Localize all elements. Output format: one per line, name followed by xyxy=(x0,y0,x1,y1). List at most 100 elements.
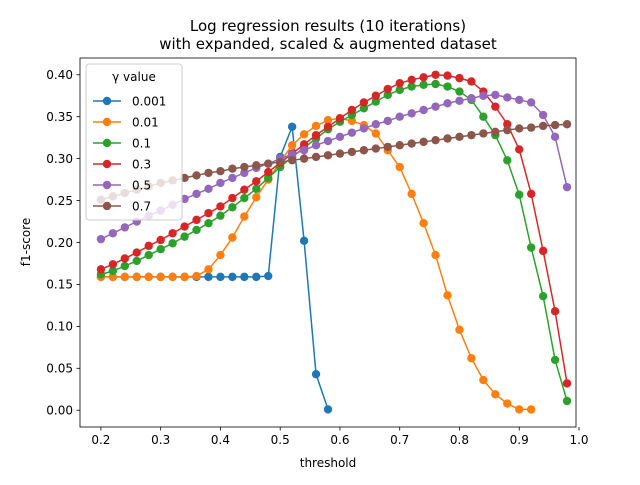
data-point xyxy=(144,272,153,282)
data-point xyxy=(371,129,381,138)
data-point xyxy=(311,369,321,379)
data-point xyxy=(359,104,369,113)
y-tick-label: 0.30 xyxy=(46,152,73,166)
data-point xyxy=(323,151,333,160)
y-tick-label: 0.40 xyxy=(46,68,73,82)
data-point xyxy=(443,134,452,143)
data-point xyxy=(204,208,213,218)
data-point xyxy=(287,150,297,159)
data-point xyxy=(383,84,392,94)
data-point xyxy=(526,98,536,107)
data-point xyxy=(419,80,428,90)
data-point xyxy=(120,223,130,232)
data-point xyxy=(479,112,488,121)
data-point xyxy=(550,132,560,142)
data-point xyxy=(228,173,237,183)
data-point xyxy=(156,235,165,245)
data-point xyxy=(395,78,404,88)
data-point xyxy=(395,85,404,95)
data-point xyxy=(228,193,237,203)
data-point xyxy=(491,390,500,399)
legend-title: γ value xyxy=(112,70,156,84)
data-point xyxy=(526,123,536,132)
data-point xyxy=(240,193,249,203)
y-tick-label: 0.15 xyxy=(46,278,73,292)
data-point xyxy=(299,130,309,139)
data-point xyxy=(503,93,512,102)
data-point xyxy=(287,122,297,131)
data-point xyxy=(120,272,130,282)
data-point xyxy=(287,156,297,165)
data-point xyxy=(526,243,536,252)
data-point xyxy=(192,215,201,225)
data-point xyxy=(216,211,225,220)
data-point xyxy=(419,105,428,115)
data-point xyxy=(311,121,321,131)
x-tick-label: 0.5 xyxy=(271,433,290,447)
data-point xyxy=(168,272,177,282)
y-tick-label: 0.10 xyxy=(46,320,73,334)
data-point xyxy=(192,225,201,235)
x-tick-label: 0.6 xyxy=(330,433,349,447)
data-point xyxy=(443,82,452,91)
data-point xyxy=(216,167,225,176)
data-point xyxy=(395,141,404,150)
data-point xyxy=(491,127,500,136)
data-point xyxy=(371,144,381,153)
legend-marker-0.3 xyxy=(102,159,112,169)
data-point xyxy=(515,405,524,414)
data-point xyxy=(287,141,297,150)
chart-title-line-2: with expanded, scaled & augmented datase… xyxy=(159,35,497,53)
data-point xyxy=(550,120,560,130)
data-point xyxy=(371,120,381,129)
data-point xyxy=(299,140,309,149)
data-point xyxy=(455,87,464,96)
data-point xyxy=(407,139,416,148)
data-point xyxy=(335,149,345,158)
data-point xyxy=(204,168,213,178)
data-point xyxy=(371,91,381,100)
data-point xyxy=(180,232,189,241)
data-point xyxy=(431,102,440,111)
data-point xyxy=(144,241,153,251)
data-point xyxy=(407,82,416,91)
data-point xyxy=(503,156,512,165)
data-point xyxy=(455,73,464,83)
data-point xyxy=(491,90,500,100)
data-point xyxy=(515,145,524,154)
data-point xyxy=(515,190,524,199)
y-tick-label: 0.00 xyxy=(46,404,73,418)
data-point xyxy=(526,189,536,199)
data-point xyxy=(132,248,141,257)
x-axis-label: threshold xyxy=(300,456,357,470)
data-point xyxy=(359,124,369,133)
data-point xyxy=(252,161,261,170)
data-point xyxy=(192,271,201,281)
axis-ticks: 0.2 0.3 0.4 0.5 0.6 0.7 0.8 0.9 1.0 0.00 0.05 0.10 0… xyxy=(46,68,588,447)
data-point xyxy=(562,379,572,388)
data-point xyxy=(335,132,345,142)
legend: γ value 0.001 0.01 0.1 0.3 0.5 0.7 xyxy=(85,63,183,221)
data-point xyxy=(467,77,476,86)
data-point xyxy=(347,128,357,137)
data-point xyxy=(538,246,548,256)
data-point xyxy=(108,229,118,238)
data-point xyxy=(252,177,261,186)
data-point xyxy=(479,375,488,385)
data-point xyxy=(216,272,225,282)
x-tick-label: 0.2 xyxy=(91,433,110,447)
data-point xyxy=(323,136,333,146)
data-point xyxy=(240,212,249,221)
data-point xyxy=(431,250,440,260)
data-point xyxy=(132,272,141,282)
data-point xyxy=(132,256,141,266)
data-point xyxy=(275,157,285,167)
data-point xyxy=(407,75,416,85)
data-point xyxy=(503,125,512,135)
legend-label-0.001: 0.001 xyxy=(132,94,166,108)
x-tick-label: 0.4 xyxy=(211,433,230,447)
y-tick-label: 0.05 xyxy=(46,362,73,376)
data-point xyxy=(455,325,464,334)
data-point xyxy=(491,102,500,111)
